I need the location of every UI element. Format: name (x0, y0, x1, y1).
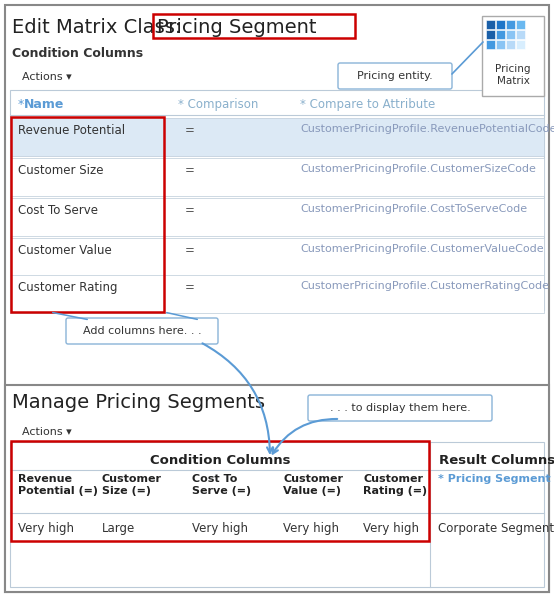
Text: * Comparison: * Comparison (178, 98, 258, 111)
Text: Large: Large (102, 522, 135, 535)
Bar (486, 40, 495, 49)
FancyBboxPatch shape (10, 198, 544, 236)
Text: Corporate Segment: Corporate Segment (438, 522, 554, 535)
Text: Add columns here. . .: Add columns here. . . (83, 326, 201, 336)
Text: CustomerPricingProfile.CustomerRatingCode: CustomerPricingProfile.CustomerRatingCod… (300, 281, 549, 291)
Text: Name: Name (24, 98, 64, 111)
FancyBboxPatch shape (10, 158, 544, 196)
Text: =: = (185, 244, 195, 257)
Text: . . . to display them here.: . . . to display them here. (330, 403, 470, 413)
Bar (516, 40, 525, 49)
Text: =: = (185, 124, 195, 137)
Text: Customer Size: Customer Size (18, 164, 104, 177)
Text: =: = (185, 204, 195, 217)
Bar (496, 40, 505, 49)
FancyBboxPatch shape (66, 318, 218, 344)
Text: * Compare to Attribute: * Compare to Attribute (300, 98, 435, 111)
Text: Condition Columns: Condition Columns (150, 454, 290, 467)
Text: Cost To Serve: Cost To Serve (18, 204, 98, 217)
Bar (486, 30, 495, 39)
Text: CustomerPricingProfile.CustomerValueCode: CustomerPricingProfile.CustomerValueCode (300, 244, 543, 254)
Bar (506, 30, 515, 39)
FancyBboxPatch shape (5, 385, 549, 592)
Bar (506, 20, 515, 29)
Text: CustomerPricingProfile.CustomerSizeCode: CustomerPricingProfile.CustomerSizeCode (300, 164, 536, 174)
Bar (516, 30, 525, 39)
FancyBboxPatch shape (308, 395, 492, 421)
Text: =: = (185, 164, 195, 177)
FancyBboxPatch shape (10, 275, 544, 313)
Text: Very high: Very high (363, 522, 419, 535)
Text: Very high: Very high (192, 522, 248, 535)
Text: Customer
Rating (=): Customer Rating (=) (363, 474, 427, 496)
Text: Pricing Segment: Pricing Segment (157, 18, 316, 37)
Text: Customer
Value (=): Customer Value (=) (283, 474, 343, 496)
Bar (486, 20, 495, 29)
Text: Pricing
Matrix: Pricing Matrix (495, 64, 531, 85)
FancyBboxPatch shape (10, 90, 544, 310)
Bar (496, 20, 505, 29)
Text: Actions ▾: Actions ▾ (22, 72, 72, 82)
Bar (506, 40, 515, 49)
Text: Condition Columns: Condition Columns (12, 47, 143, 60)
Text: Customer Rating: Customer Rating (18, 281, 117, 294)
Text: Result Columns: Result Columns (439, 454, 554, 467)
Bar (496, 30, 505, 39)
Text: Revenue Potential: Revenue Potential (18, 124, 125, 137)
FancyBboxPatch shape (10, 118, 544, 156)
Text: Pricing entity.: Pricing entity. (357, 71, 433, 81)
Text: CustomerPricingProfile.CostToServeCode: CustomerPricingProfile.CostToServeCode (300, 204, 527, 214)
FancyBboxPatch shape (10, 442, 544, 587)
FancyBboxPatch shape (482, 16, 544, 96)
Text: Edit Matrix Class:: Edit Matrix Class: (12, 18, 188, 37)
Text: =: = (185, 281, 195, 294)
FancyBboxPatch shape (5, 5, 549, 592)
Text: Customer Value: Customer Value (18, 244, 112, 257)
Text: Customer
Size (=): Customer Size (=) (102, 474, 162, 496)
Text: * Pricing Segment: * Pricing Segment (438, 474, 551, 484)
Text: Actions ▾: Actions ▾ (22, 427, 72, 437)
Text: Very high: Very high (18, 522, 74, 535)
FancyBboxPatch shape (338, 63, 452, 89)
FancyBboxPatch shape (10, 238, 544, 276)
Text: Very high: Very high (283, 522, 339, 535)
Text: Revenue
Potential (=): Revenue Potential (=) (18, 474, 98, 496)
Text: CustomerPricingProfile.RevenuePotentialCode: CustomerPricingProfile.RevenuePotentialC… (300, 124, 554, 134)
Bar (516, 20, 525, 29)
Text: Manage Pricing Segments: Manage Pricing Segments (12, 393, 265, 412)
Text: *: * (18, 98, 28, 111)
Text: Cost To
Serve (=): Cost To Serve (=) (192, 474, 251, 496)
